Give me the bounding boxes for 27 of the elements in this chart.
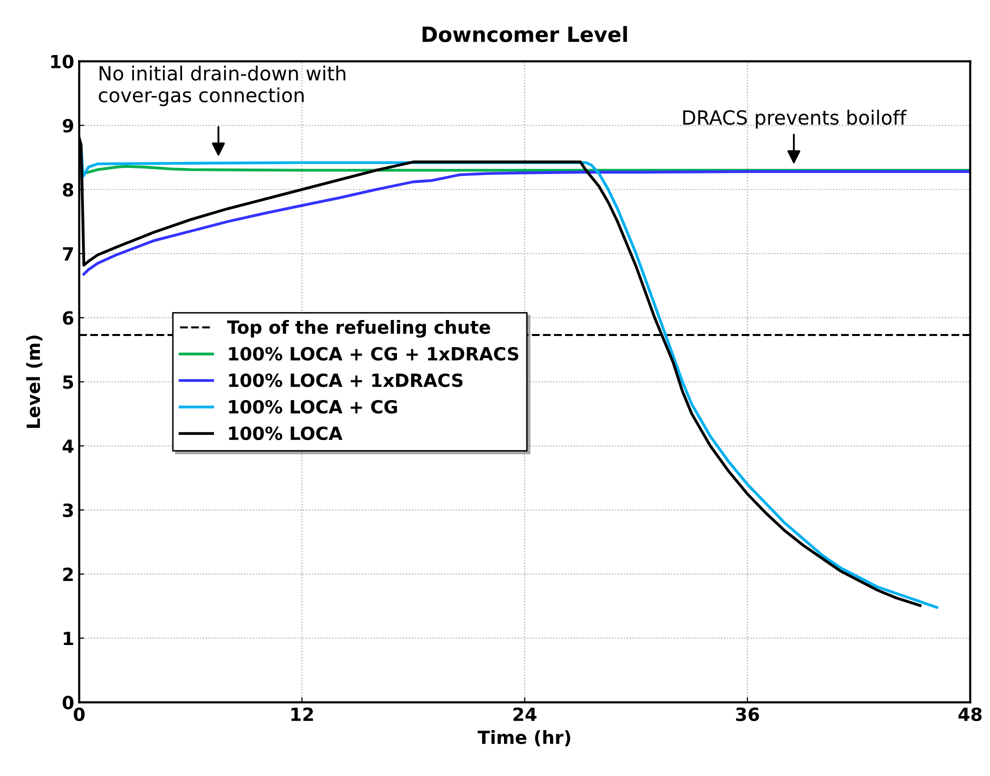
y-axis-title: Level (m) bbox=[26, 336, 42, 428]
x-tick-label: 36 bbox=[736, 707, 760, 722]
y-tick-label: 4 bbox=[62, 440, 74, 453]
y-tick-label: 8 bbox=[62, 182, 74, 197]
y-tick-label: 7 bbox=[62, 247, 73, 260]
legend-label: 100% LOCA + CG bbox=[229, 400, 397, 414]
x-tick-label: 48 bbox=[958, 707, 982, 722]
y-tick-label: 1 bbox=[64, 632, 74, 646]
annotation: DRACS prevents boiloff bbox=[683, 110, 907, 129]
x-axis-title: Time (hr) bbox=[478, 730, 570, 746]
y-tick-label: 5 bbox=[63, 375, 74, 389]
y-tick-label: 9 bbox=[62, 118, 74, 133]
ref-line-label: Top of the refueling chute bbox=[227, 320, 490, 338]
legend-label: 100% LOCA + CG + 1xDRACS bbox=[229, 346, 518, 361]
legend-label: 100% LOCA bbox=[229, 426, 342, 440]
line-series bbox=[82, 170, 970, 276]
y-tick-label: 2 bbox=[63, 568, 73, 581]
x-tick-label: 24 bbox=[514, 707, 536, 721]
x-tick-label: 0 bbox=[74, 707, 85, 722]
y-tick-label: 6 bbox=[62, 311, 74, 325]
legend-label: 100% LOCA + 1xDRACS bbox=[229, 373, 463, 388]
chart-title: Downcomer Level bbox=[422, 26, 627, 42]
y-tick-label: 3 bbox=[62, 503, 73, 518]
x-tick-label: 12 bbox=[291, 707, 313, 721]
y-tick-label: 0 bbox=[62, 696, 74, 710]
annotation: No initial drain-down with cover-gas connection bbox=[98, 66, 346, 106]
y-tick-label: 10 bbox=[51, 54, 74, 68]
